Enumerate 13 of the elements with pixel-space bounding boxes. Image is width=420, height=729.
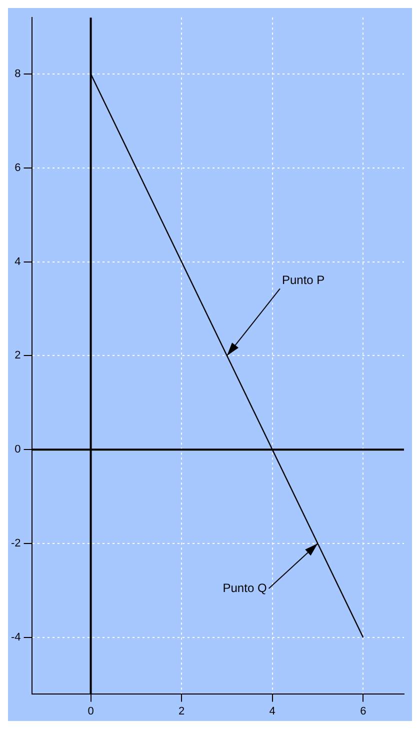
- y-tick-label: -2: [11, 538, 21, 550]
- x-tick-label: 6: [360, 705, 366, 718]
- y-tick-label: 2: [14, 350, 21, 362]
- y-tick-label: -4: [11, 631, 21, 644]
- y-tick-label: 0: [14, 444, 21, 456]
- x-tick-label: 0: [88, 705, 94, 718]
- annotation: Punto Q: [222, 580, 267, 595]
- annotation: Punto P: [282, 273, 325, 288]
- x-tick-label: 2: [178, 705, 185, 718]
- x-tick-label: 4: [269, 705, 276, 718]
- y-tick-label: 6: [14, 162, 21, 174]
- y-tick-label: 8: [14, 68, 21, 80]
- y-tick-label: 4: [14, 256, 21, 268]
